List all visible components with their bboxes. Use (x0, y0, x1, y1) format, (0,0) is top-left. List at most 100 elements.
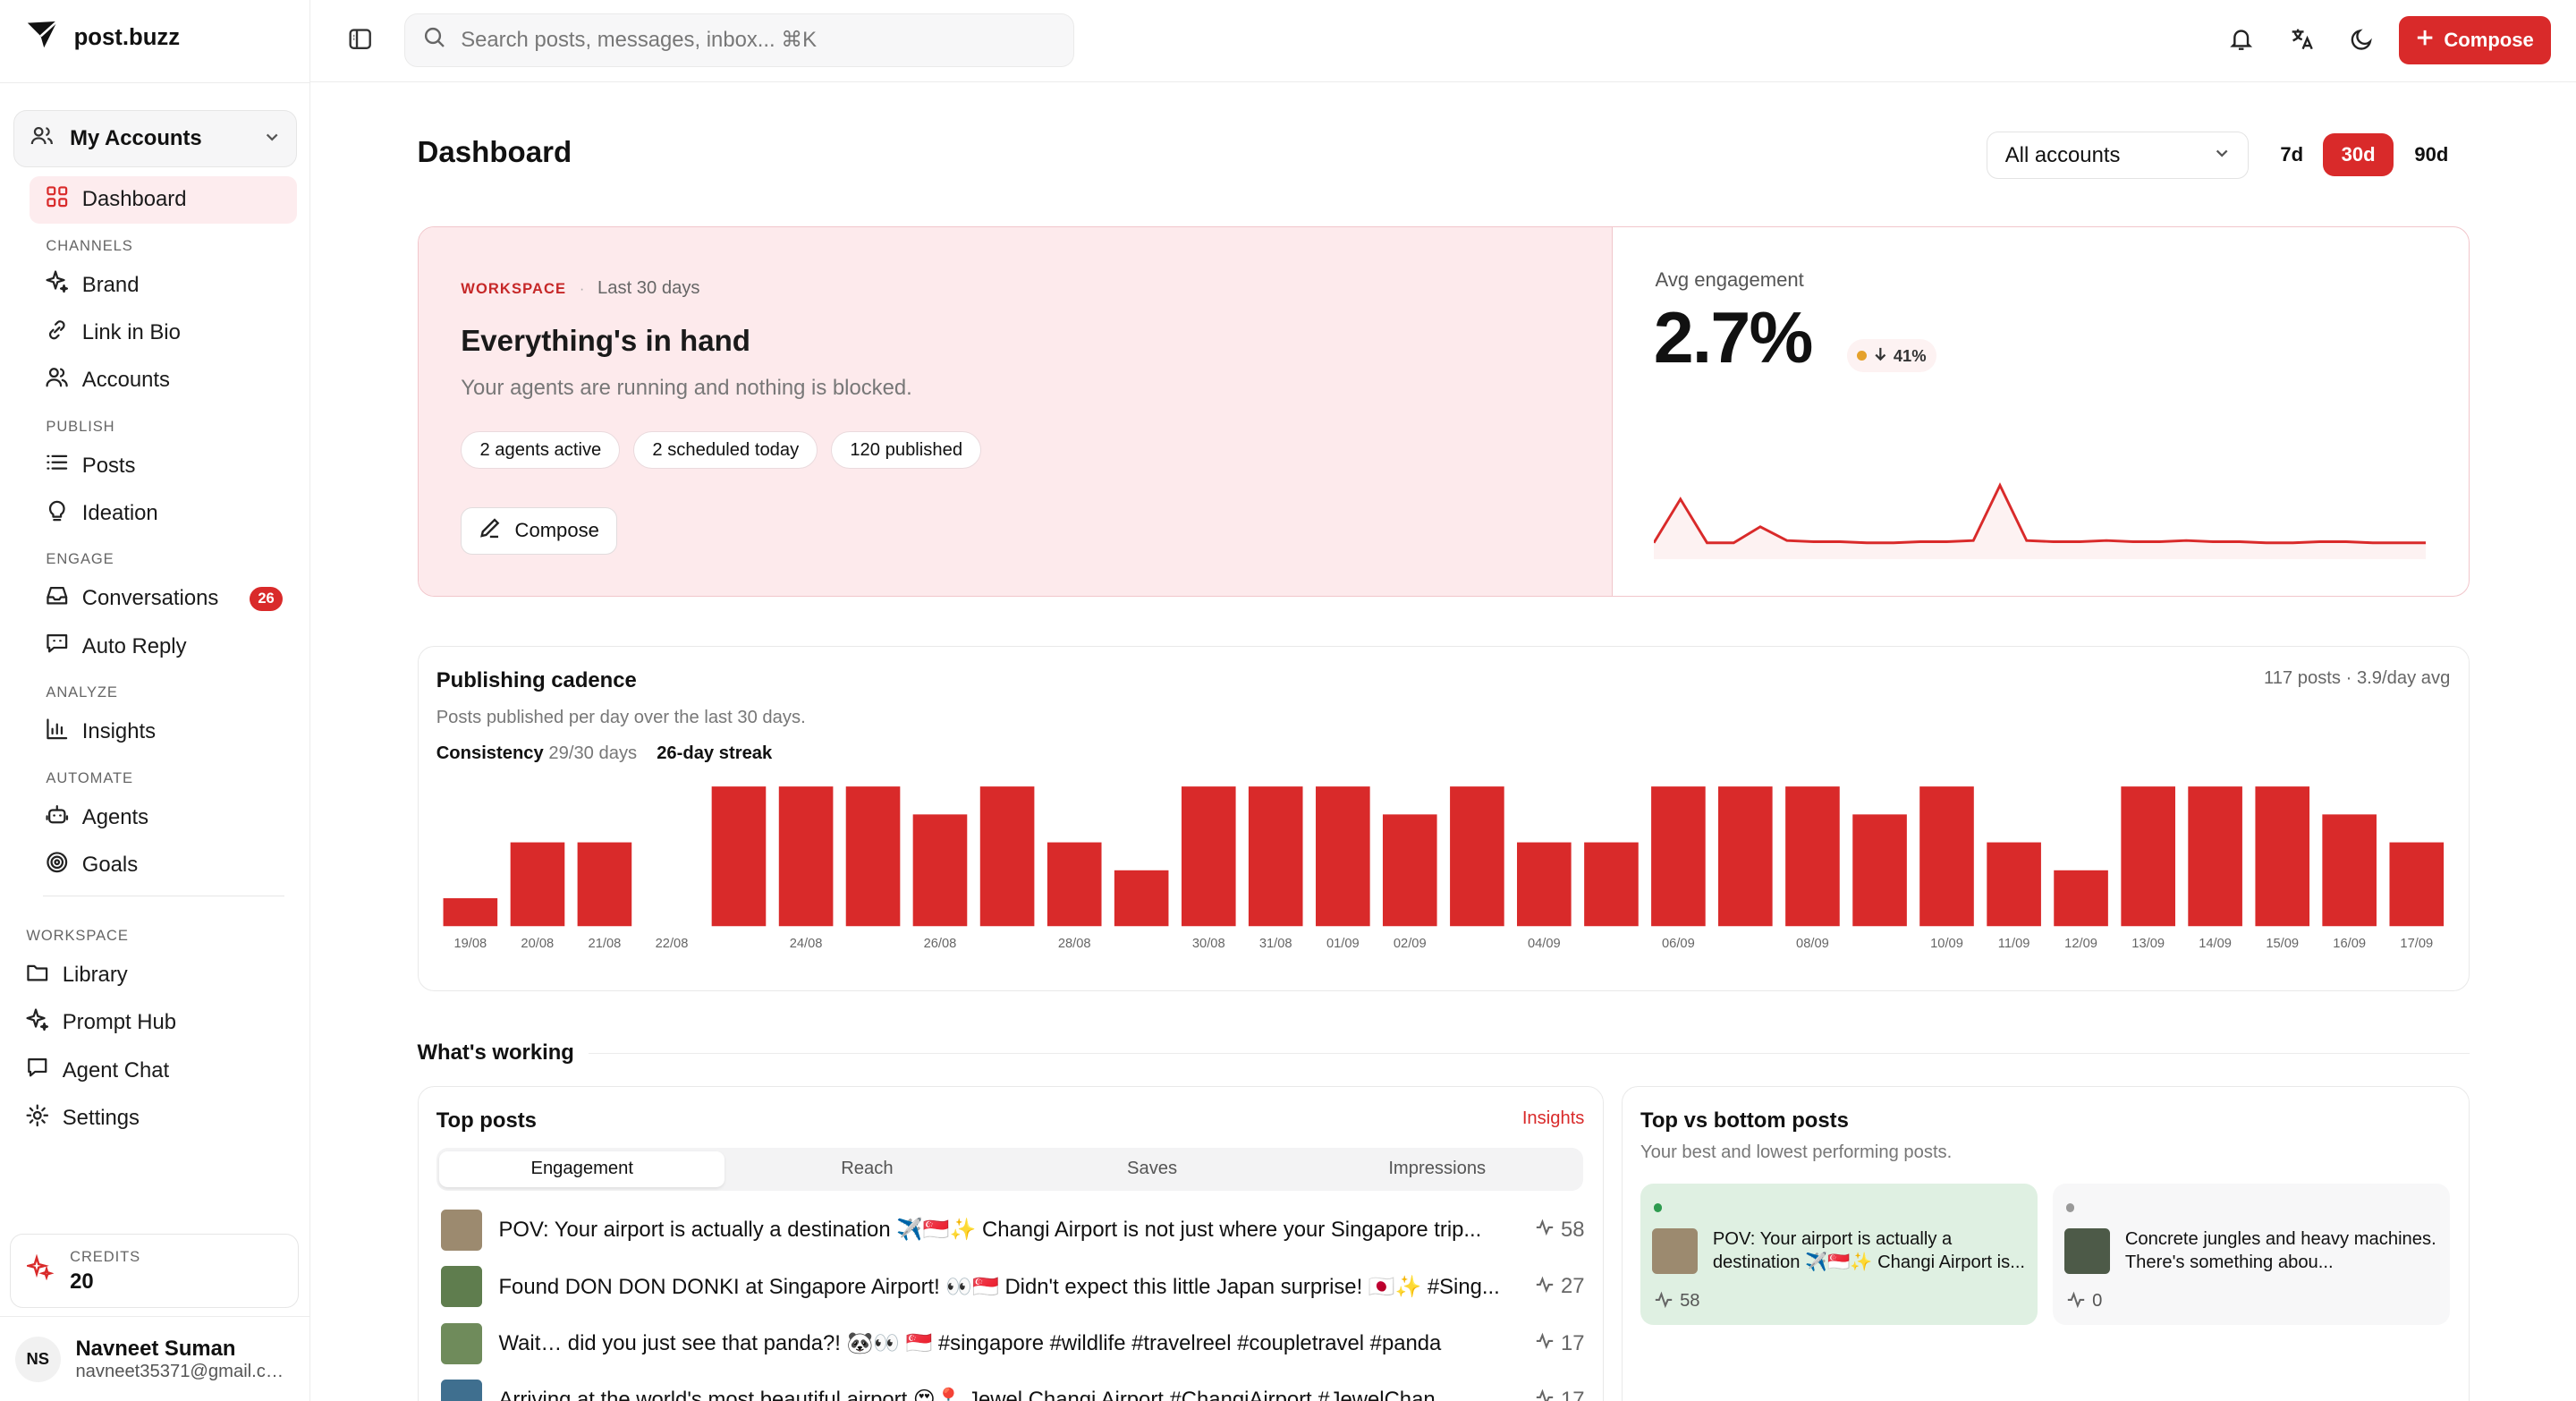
sidebar-item-conversations[interactable]: Conversations 26 (30, 575, 297, 623)
cadence-bar[interactable] (443, 897, 497, 927)
sidebar-item-library[interactable]: Library (10, 951, 297, 998)
summary-subtitle: Your agents are running and nothing is b… (461, 375, 912, 400)
nav-group-label: WORKSPACE (26, 927, 129, 945)
cadence-bar[interactable] (1516, 842, 1572, 927)
status-pill[interactable]: 120 published (831, 431, 982, 470)
sidebar-item-posts[interactable]: Posts (30, 442, 297, 489)
cadence-bar[interactable] (577, 842, 631, 927)
search-input[interactable]: Search posts, messages, inbox... ⌘K (403, 13, 1075, 68)
top-post-row[interactable]: POV: Your airport is actually a destinat… (441, 1209, 1585, 1252)
cadence-bar[interactable] (2254, 785, 2309, 927)
sidebar-item-label: Library (62, 963, 128, 988)
sidebar-item-settings[interactable]: Settings (10, 1094, 297, 1142)
x-tick-label: 13/09 (2131, 937, 2165, 951)
sidebar-item-ideation[interactable]: Ideation (30, 489, 297, 537)
post-caption: POV: Your airport is actually a destinat… (1712, 1228, 2026, 1272)
tab-reach[interactable]: Reach (841, 1159, 894, 1179)
tab-engagement[interactable]: Engagement (439, 1151, 725, 1188)
app-name: post.buzz (73, 24, 181, 50)
hero-compose-button[interactable]: Compose (461, 506, 617, 555)
credits-card[interactable]: CREDITS 20 (10, 1234, 300, 1308)
sidebar-item-link-in-bio[interactable]: Link in Bio (30, 309, 297, 356)
sidebar-item-insights[interactable]: Insights (30, 708, 297, 755)
top-vs-bottom-card: Top vs bottom posts Your best and lowest… (1621, 1086, 2470, 1401)
whats-working-heading: What's working (417, 1040, 574, 1065)
post-score-value: 27 (1561, 1274, 1585, 1299)
cadence-bar[interactable] (1382, 814, 1437, 927)
cadence-bar[interactable] (1181, 785, 1236, 927)
x-tick-label: 22/08 (655, 937, 688, 951)
top-post-card[interactable]: POV: Your airport is actually a destinat… (1640, 1184, 2038, 1326)
cadence-bar[interactable] (2321, 814, 2377, 927)
sidebar-toggle-icon[interactable] (347, 26, 373, 59)
sidebar-item-label: Dashboard (81, 187, 187, 212)
post-score: 17 (1525, 1330, 1585, 1356)
compose-button[interactable]: Compose (2398, 16, 2552, 64)
cadence-bar[interactable] (979, 785, 1034, 927)
post-score: 17 (1525, 1387, 1585, 1401)
cadence-bar[interactable] (778, 785, 833, 927)
account-filter-select[interactable]: All accounts (1986, 131, 2250, 180)
cadence-bar[interactable] (1248, 785, 1303, 927)
sparkline-area (1653, 485, 2426, 560)
status-pill[interactable]: 2 scheduled today (633, 431, 818, 470)
bell-icon[interactable] (2228, 26, 2254, 59)
moon-icon[interactable] (2349, 26, 2375, 59)
brand[interactable]: post.buzz (26, 20, 180, 55)
chevron-down-icon (264, 126, 280, 151)
sidebar-item-label: Insights (81, 719, 157, 744)
cadence-bar[interactable] (2120, 785, 2175, 927)
sidebar-item-prompt-hub[interactable]: Prompt Hub (10, 999, 297, 1047)
cadence-bar[interactable] (1986, 842, 2041, 927)
sidebar-item-goals[interactable]: Goals (30, 841, 297, 888)
gear-icon (25, 1103, 50, 1134)
post-thumbnail (441, 1209, 483, 1251)
top-post-row[interactable]: Arriving at the world's most beautiful a… (441, 1379, 1585, 1401)
cadence-bar[interactable] (845, 785, 900, 927)
status-pill[interactable]: 2 agents active (461, 431, 621, 470)
sidebar-item-brand[interactable]: Brand (30, 261, 297, 309)
cadence-bar[interactable] (2053, 870, 2108, 927)
sidebar-item-label: Agents (81, 804, 149, 829)
logo-icon (26, 20, 59, 55)
cadence-bar[interactable] (1114, 870, 1168, 927)
sidebar-item-agents[interactable]: Agents (30, 794, 297, 841)
post-caption: Concrete jungles and heavy machines. The… (2124, 1228, 2436, 1272)
cadence-bar[interactable] (912, 814, 967, 927)
tab-impressions[interactable]: Impressions (1388, 1159, 1487, 1179)
user-menu[interactable]: NS Navneet Suman navneet35371@gmail.com (0, 1316, 311, 1401)
range-30d[interactable]: 30d (2323, 132, 2394, 176)
sidebar-item-label: Auto Reply (81, 633, 187, 658)
cadence-bar[interactable] (1315, 785, 1370, 927)
sidebar-item-dashboard[interactable]: Dashboard (30, 175, 298, 224)
cadence-bar[interactable] (1919, 785, 1974, 927)
account-switcher[interactable]: My Accounts (13, 110, 298, 168)
cadence-bar[interactable] (510, 842, 564, 927)
cadence-bar[interactable] (1784, 785, 1840, 927)
cadence-bar[interactable] (1717, 785, 1773, 927)
summary-title: Everything's in hand (461, 324, 750, 358)
sidebar-item-agent-chat[interactable]: Agent Chat (10, 1047, 297, 1094)
sidebar-item-auto-reply[interactable]: Auto Reply (30, 623, 297, 670)
cadence-bar[interactable] (1583, 842, 1639, 927)
cadence-bar[interactable] (711, 785, 766, 927)
insights-link[interactable]: Insights (1521, 1108, 1585, 1128)
cadence-bar[interactable] (1852, 814, 1907, 927)
range-90d[interactable]: 90d (2414, 142, 2449, 166)
sidebar-item-accounts[interactable]: Accounts (30, 357, 297, 404)
top-post-row[interactable]: Found DON DON DONKI at Singapore Airport… (441, 1265, 1585, 1308)
cadence-bar[interactable] (1449, 785, 1504, 927)
cadence-bar[interactable] (1046, 842, 1102, 927)
cadence-bar[interactable] (1650, 785, 1706, 927)
bottom-post-card[interactable]: Concrete jungles and heavy machines. The… (2053, 1184, 2451, 1326)
top-post-row[interactable]: Wait… did you just see that panda?! 🐼👀 🇸… (441, 1322, 1585, 1365)
post-caption: Wait… did you just see that panda?! 🐼👀 🇸… (498, 1331, 1442, 1356)
tab-saves[interactable]: Saves (1127, 1159, 1178, 1179)
translate-icon[interactable] (2289, 26, 2315, 59)
range-7d[interactable]: 7d (2280, 142, 2304, 166)
cadence-bar[interactable] (2389, 842, 2444, 927)
sidebar-item-label: Posts (81, 453, 136, 478)
cadence-bar[interactable] (2187, 785, 2242, 927)
nav-group-label: PUBLISH (46, 417, 115, 435)
cadence-title: Publishing cadence (436, 667, 637, 692)
